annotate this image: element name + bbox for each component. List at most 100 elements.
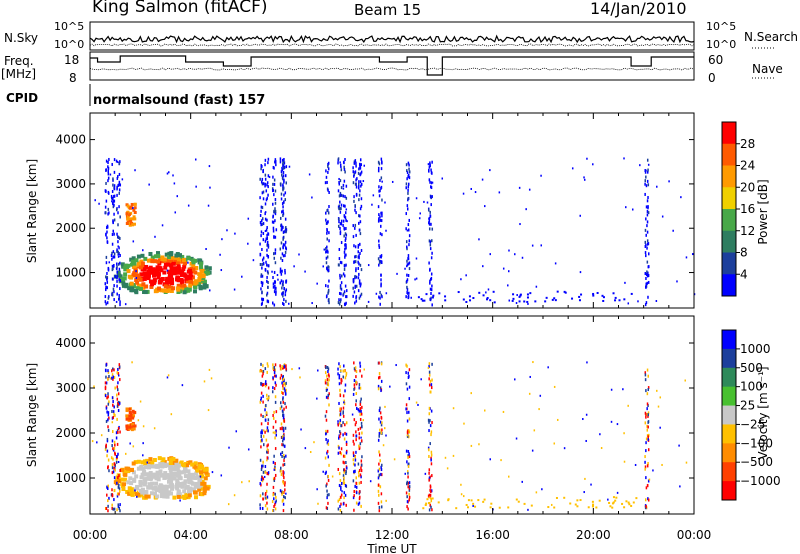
range-cell bbox=[159, 268, 164, 273]
range-cell bbox=[647, 414, 649, 418]
range-cell bbox=[656, 389, 658, 392]
range-cell bbox=[325, 470, 327, 474]
range-cell bbox=[647, 411, 650, 415]
nave-label: Nave bbox=[752, 62, 783, 76]
range-cell bbox=[485, 291, 487, 294]
range-cell bbox=[174, 211, 177, 214]
range-cell bbox=[352, 170, 355, 174]
range-cell bbox=[126, 263, 131, 268]
range-cell bbox=[284, 365, 286, 369]
range-cell bbox=[337, 263, 340, 267]
range-cell bbox=[177, 492, 182, 497]
range-cell bbox=[339, 179, 342, 183]
range-cell bbox=[355, 399, 357, 403]
range-cell bbox=[111, 416, 114, 420]
range-cell bbox=[592, 292, 595, 295]
range-cell bbox=[209, 186, 211, 189]
range-cell bbox=[355, 233, 357, 237]
colorbar-segment bbox=[722, 143, 736, 166]
range-cell bbox=[328, 298, 330, 302]
range-cell bbox=[378, 450, 380, 454]
range-cell bbox=[355, 476, 357, 480]
range-cell bbox=[282, 254, 285, 258]
range-cell bbox=[345, 233, 348, 237]
range-cell bbox=[132, 208, 136, 212]
range-cell bbox=[645, 449, 647, 453]
range-cell bbox=[264, 380, 267, 384]
range-cell bbox=[107, 411, 110, 415]
range-cell bbox=[407, 296, 410, 300]
range-cell bbox=[282, 214, 284, 218]
range-cell bbox=[113, 255, 116, 259]
colorbar-segment bbox=[722, 165, 736, 188]
range-cell bbox=[281, 168, 284, 172]
range-cell bbox=[197, 470, 199, 473]
range-cell bbox=[203, 270, 208, 275]
range-cell bbox=[405, 407, 407, 411]
range-cell bbox=[124, 303, 127, 306]
range-cell bbox=[156, 265, 161, 270]
range-cell bbox=[117, 374, 120, 377]
range-cell bbox=[379, 375, 381, 379]
range-cell bbox=[187, 493, 192, 498]
range-cell bbox=[131, 416, 135, 420]
range-cell bbox=[493, 301, 496, 304]
range-cell bbox=[489, 299, 492, 302]
nsearch-trace bbox=[89, 43, 695, 47]
range-cell bbox=[470, 444, 473, 447]
range-cell bbox=[200, 481, 205, 486]
range-cell bbox=[468, 295, 471, 298]
range-cell bbox=[340, 281, 343, 285]
range-cell bbox=[205, 248, 207, 251]
range-cell bbox=[169, 266, 174, 271]
range-cell bbox=[583, 176, 585, 179]
colorbar-segment bbox=[722, 252, 736, 275]
range-cell bbox=[342, 411, 344, 415]
range-cell bbox=[602, 296, 605, 299]
range-cell bbox=[274, 381, 277, 385]
range-cell bbox=[428, 496, 431, 499]
range-cell bbox=[326, 493, 329, 497]
range-cell bbox=[152, 458, 157, 463]
range-cell bbox=[166, 479, 171, 484]
range-cell bbox=[345, 470, 347, 474]
range-cell bbox=[344, 303, 346, 307]
range-cell bbox=[328, 378, 330, 382]
range-cell bbox=[203, 380, 206, 383]
range-cell bbox=[266, 459, 268, 462]
range-cell bbox=[359, 364, 362, 368]
range-cell bbox=[408, 452, 410, 456]
range-cell bbox=[179, 460, 184, 465]
nsearch-tick-top: 10^5 bbox=[706, 20, 737, 33]
range-cell bbox=[359, 400, 362, 404]
range-cell bbox=[326, 482, 328, 486]
date-title: 14/Jan/2010 bbox=[590, 0, 687, 18]
range-cell bbox=[147, 465, 152, 470]
colorbar-tick-label: 4 bbox=[740, 267, 748, 281]
range-cell bbox=[408, 492, 410, 496]
range-cell bbox=[220, 474, 223, 477]
range-cell bbox=[379, 428, 381, 432]
range-cell bbox=[279, 157, 282, 161]
range-cell bbox=[154, 481, 159, 486]
range-cell bbox=[130, 492, 135, 497]
range-cell bbox=[428, 454, 430, 458]
range-cell bbox=[184, 492, 189, 497]
range-cell bbox=[508, 270, 510, 273]
range-cell bbox=[274, 507, 277, 511]
range-cell bbox=[299, 376, 301, 379]
range-cell bbox=[477, 499, 480, 502]
range-cell bbox=[377, 483, 380, 487]
range-cell bbox=[115, 457, 118, 461]
range-cell bbox=[360, 466, 362, 470]
range-cell bbox=[163, 471, 168, 476]
range-cell bbox=[430, 458, 432, 462]
range-cell bbox=[424, 504, 427, 507]
range-cell bbox=[358, 468, 361, 472]
range-cell bbox=[646, 428, 649, 432]
range-cell bbox=[262, 492, 264, 496]
range-cell bbox=[150, 259, 155, 264]
range-cell bbox=[280, 170, 283, 174]
range-cell bbox=[138, 465, 143, 470]
range-cell bbox=[554, 299, 557, 302]
